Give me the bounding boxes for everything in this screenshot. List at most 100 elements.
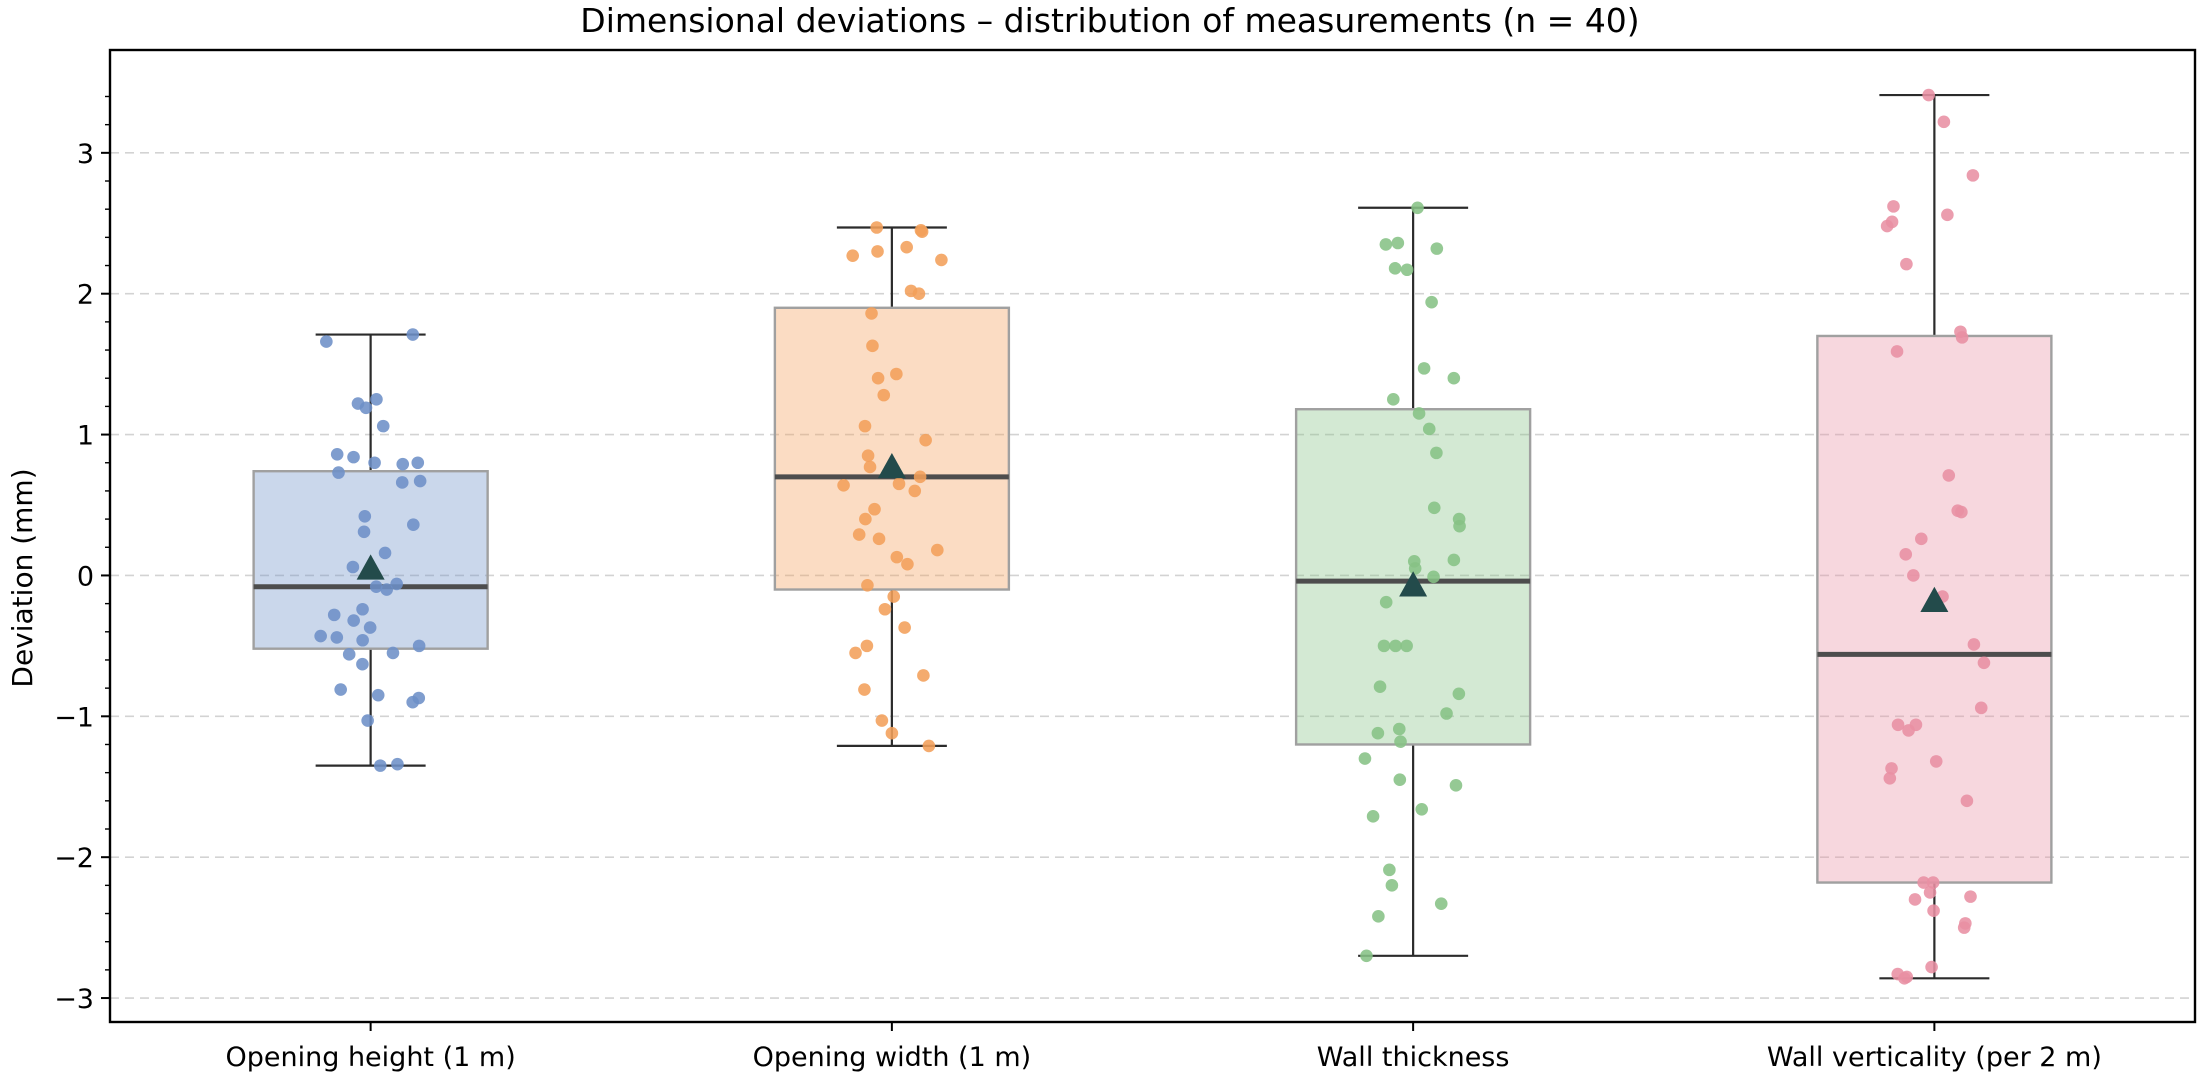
data-point: [346, 560, 360, 574]
data-point: [327, 608, 341, 622]
y-axis-title: Deviation (mm): [6, 468, 39, 687]
data-point: [1400, 263, 1414, 277]
mean-marker: [356, 554, 385, 580]
data-point: [378, 546, 392, 560]
data-point: [1379, 238, 1393, 251]
data-point: [356, 633, 369, 647]
data-point: [878, 602, 892, 616]
x-tick-label: Wall thickness: [1317, 1042, 1510, 1073]
data-point: [1955, 331, 1969, 344]
data-point: [935, 253, 948, 267]
boxes-layer: [252, 93, 2053, 980]
y-tick-label: 2: [77, 280, 94, 311]
data-point: [890, 367, 903, 381]
data-point: [1427, 501, 1441, 515]
data-point: [1372, 910, 1385, 923]
data-point: [1427, 570, 1440, 584]
y-tick-label: −1: [54, 702, 94, 733]
data-point: [1447, 371, 1461, 385]
data-point: [1415, 802, 1429, 816]
data-point: [898, 621, 911, 634]
data-point: [1440, 707, 1453, 720]
data-point: [931, 543, 944, 557]
data-point: [347, 614, 360, 627]
data-point: [849, 646, 862, 660]
data-point: [406, 695, 419, 709]
data-point: [1891, 718, 1905, 732]
data-point: [1922, 88, 1935, 102]
data-point: [908, 484, 922, 498]
data-point: [1383, 863, 1396, 877]
mean-marker: [877, 452, 906, 479]
data-point: [370, 393, 383, 406]
data-point: [1927, 904, 1940, 918]
y-tick-label: −2: [54, 843, 94, 874]
data-point: [870, 221, 884, 234]
data-point: [1411, 201, 1424, 215]
data-point: [1447, 553, 1461, 567]
data-point: [361, 714, 374, 727]
data-point: [334, 683, 347, 696]
data-point: [1379, 595, 1393, 609]
iqr-box: [773, 306, 1011, 591]
y-tick-label: 3: [77, 139, 94, 170]
data-point: [363, 621, 377, 634]
data-point: [347, 450, 360, 464]
data-point: [1412, 407, 1426, 420]
data-point: [330, 631, 344, 644]
data-point: [386, 646, 400, 660]
data-point: [412, 639, 426, 653]
data-point: [1430, 446, 1443, 460]
data-point: [1885, 762, 1898, 775]
data-point: [1977, 656, 1991, 670]
data-point: [865, 307, 878, 320]
data-point: [1392, 722, 1406, 736]
data-point: [913, 470, 927, 484]
data-point: [1898, 972, 1911, 985]
data-point: [1899, 548, 1913, 561]
data-point: [1408, 562, 1422, 575]
data-point: [1434, 897, 1448, 910]
data-point: [1388, 262, 1402, 275]
data-point: [887, 590, 901, 603]
data-point: [395, 476, 409, 489]
data-point: [358, 509, 372, 523]
data-point: [837, 478, 850, 492]
axes: −3 −2 −1 0 1 2 3 Opening height (1 m) Opening wi…: [54, 48, 2197, 1073]
data-point: [371, 688, 385, 702]
data-point: [356, 602, 369, 616]
data-point: [922, 739, 936, 753]
data-point: [1400, 639, 1413, 653]
data-point: [1890, 345, 1904, 358]
data-point: [369, 580, 383, 594]
data-point: [1929, 755, 1943, 768]
data-point: [359, 401, 373, 415]
data-point: [1942, 469, 1956, 482]
data-point: [1389, 639, 1402, 653]
data-point: [1391, 236, 1405, 250]
data-point: [1957, 921, 1971, 934]
data-point: [1908, 893, 1922, 906]
data-point: [872, 532, 886, 546]
data-point: [1425, 295, 1438, 309]
y-tick-label: 1: [77, 421, 94, 452]
data-point: [846, 249, 860, 262]
points-layer: [314, 88, 1991, 985]
data-point: [1394, 735, 1407, 748]
data-point: [1422, 422, 1436, 436]
data-point: [871, 371, 885, 385]
data-point: [1453, 519, 1466, 533]
data-point: [376, 419, 390, 433]
data-point: [373, 759, 387, 772]
data-point: [1960, 794, 1974, 808]
data-point: [1966, 169, 1980, 182]
data-point: [866, 339, 879, 353]
data-point: [1926, 876, 1940, 889]
data-point: [863, 460, 877, 474]
data-point: [890, 550, 904, 564]
data-point: [868, 502, 881, 516]
data-point: [1967, 638, 1981, 651]
data-point: [1366, 810, 1380, 823]
chart-title: Dimensional deviations – distribution of…: [580, 1, 1639, 40]
data-point: [1883, 771, 1897, 785]
